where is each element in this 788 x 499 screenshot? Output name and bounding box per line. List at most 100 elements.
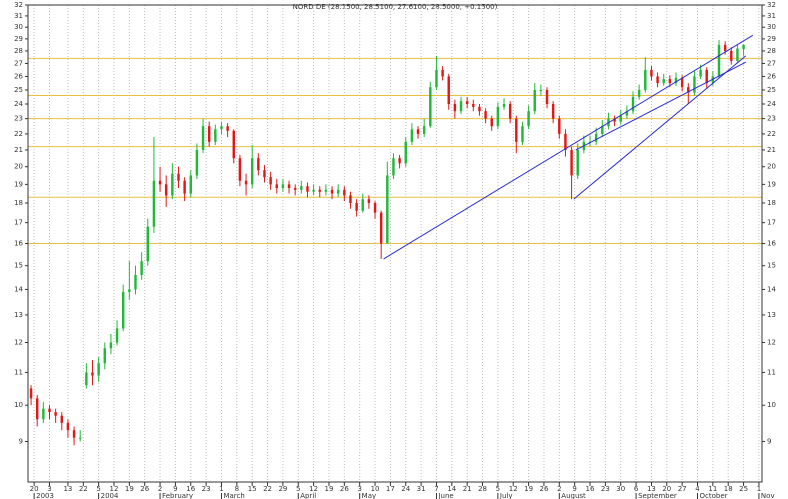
candle-body xyxy=(662,79,665,84)
candle-body xyxy=(508,103,512,119)
y-tick-label: 30 xyxy=(767,23,776,31)
period-label: October xyxy=(700,492,728,499)
candle-body xyxy=(730,50,733,61)
candle-body xyxy=(644,69,647,90)
candle-body xyxy=(594,133,598,142)
y-tick-label: 9 xyxy=(19,437,23,445)
candle-body xyxy=(343,189,346,196)
candle-body xyxy=(416,129,420,134)
x-tick-label: 17 xyxy=(386,485,395,493)
candle-body xyxy=(164,184,168,196)
candle-body xyxy=(293,188,297,190)
y-tick-label: 12 xyxy=(767,338,776,346)
y-tick-label: 24 xyxy=(767,100,776,108)
candle-body xyxy=(140,261,143,276)
candle-body xyxy=(42,408,45,420)
y-tick-label: 25 xyxy=(14,86,23,94)
candle-body xyxy=(619,115,622,122)
candle-body xyxy=(515,118,518,142)
candle-body xyxy=(158,180,162,185)
y-tick-label: 19 xyxy=(767,180,776,188)
candle-body xyxy=(35,398,39,420)
y-tick-label: 18 xyxy=(767,199,776,207)
candle-body xyxy=(398,158,401,164)
y-tick-label: 15 xyxy=(767,262,776,270)
x-tick-label: 26 xyxy=(140,485,149,493)
candle-body xyxy=(60,415,64,423)
x-tick-label: 20 xyxy=(662,485,671,493)
x-tick-label: 30 xyxy=(616,485,625,493)
candle-body xyxy=(484,111,487,119)
trendline xyxy=(383,34,754,260)
y-tick-label: 22 xyxy=(14,130,23,138)
x-tick-label: 23 xyxy=(601,485,610,493)
candle-body xyxy=(29,388,33,399)
candle-body xyxy=(306,186,309,192)
candle-body xyxy=(631,96,635,112)
candle-body xyxy=(668,79,672,84)
y-tick-label: 29 xyxy=(767,35,776,43)
candle-body xyxy=(121,291,125,329)
candle-body xyxy=(201,126,205,150)
candle-body xyxy=(324,189,328,192)
candle-body xyxy=(128,289,131,292)
candle-body xyxy=(736,48,739,61)
y-tick-label: 9 xyxy=(767,437,771,445)
x-tick-label: 12 xyxy=(509,485,518,493)
candle-body xyxy=(275,184,278,189)
x-tick-label: 8 xyxy=(235,485,239,493)
candle-body xyxy=(367,199,371,203)
candle-body xyxy=(152,180,156,227)
candle-body xyxy=(134,275,137,290)
candle-body xyxy=(66,422,70,431)
candle-body xyxy=(435,69,438,88)
y-tick-label: 26 xyxy=(14,72,23,80)
y-tick-label: 27 xyxy=(14,59,23,67)
candle-body xyxy=(545,89,549,104)
candle-body xyxy=(85,372,88,386)
x-tick-label: 25 xyxy=(739,485,748,493)
candle-body xyxy=(220,126,223,130)
period-label: April xyxy=(300,492,316,499)
candle-body xyxy=(78,437,82,439)
candle-body xyxy=(373,202,377,213)
y-tick-label: 29 xyxy=(14,35,23,43)
candle-body xyxy=(379,212,383,244)
candle-body xyxy=(287,184,291,189)
candle-body xyxy=(183,180,186,194)
x-tick-label: 13 xyxy=(63,485,72,493)
y-tick-label: 22 xyxy=(767,130,776,138)
candle-body xyxy=(453,103,457,112)
y-tick-label: 28 xyxy=(14,47,23,55)
candle-body xyxy=(576,149,579,176)
y-tick-label: 14 xyxy=(14,285,23,293)
x-tick-label: 4 xyxy=(695,485,700,493)
x-tick-label: 22 xyxy=(79,485,88,493)
x-tick-label: 16 xyxy=(586,485,595,493)
x-tick-label: 27 xyxy=(678,485,687,493)
candle-body xyxy=(392,158,395,176)
candle-body xyxy=(429,87,432,127)
candle-body xyxy=(705,69,708,84)
candle-body xyxy=(551,103,555,119)
candle-body xyxy=(171,173,174,196)
candle-body xyxy=(680,77,684,88)
candle-body xyxy=(472,103,475,107)
candle-body xyxy=(189,175,192,194)
candle-body xyxy=(533,89,536,112)
x-tick-label: 11 xyxy=(708,485,717,493)
candle-body xyxy=(717,44,721,77)
x-tick-label: 19 xyxy=(125,485,134,493)
candle-body xyxy=(269,177,272,185)
y-tick-label: 15 xyxy=(14,262,23,270)
y-tick-label: 21 xyxy=(14,146,23,154)
candle-body xyxy=(349,195,352,203)
y-tick-label: 17 xyxy=(767,219,776,227)
y-tick-label: 30 xyxy=(14,23,23,31)
x-tick-label: 19 xyxy=(524,485,533,493)
y-tick-label: 27 xyxy=(767,59,776,67)
x-tick-label: 1 xyxy=(757,485,761,493)
candle-body xyxy=(300,186,303,190)
candle-body xyxy=(355,202,358,211)
